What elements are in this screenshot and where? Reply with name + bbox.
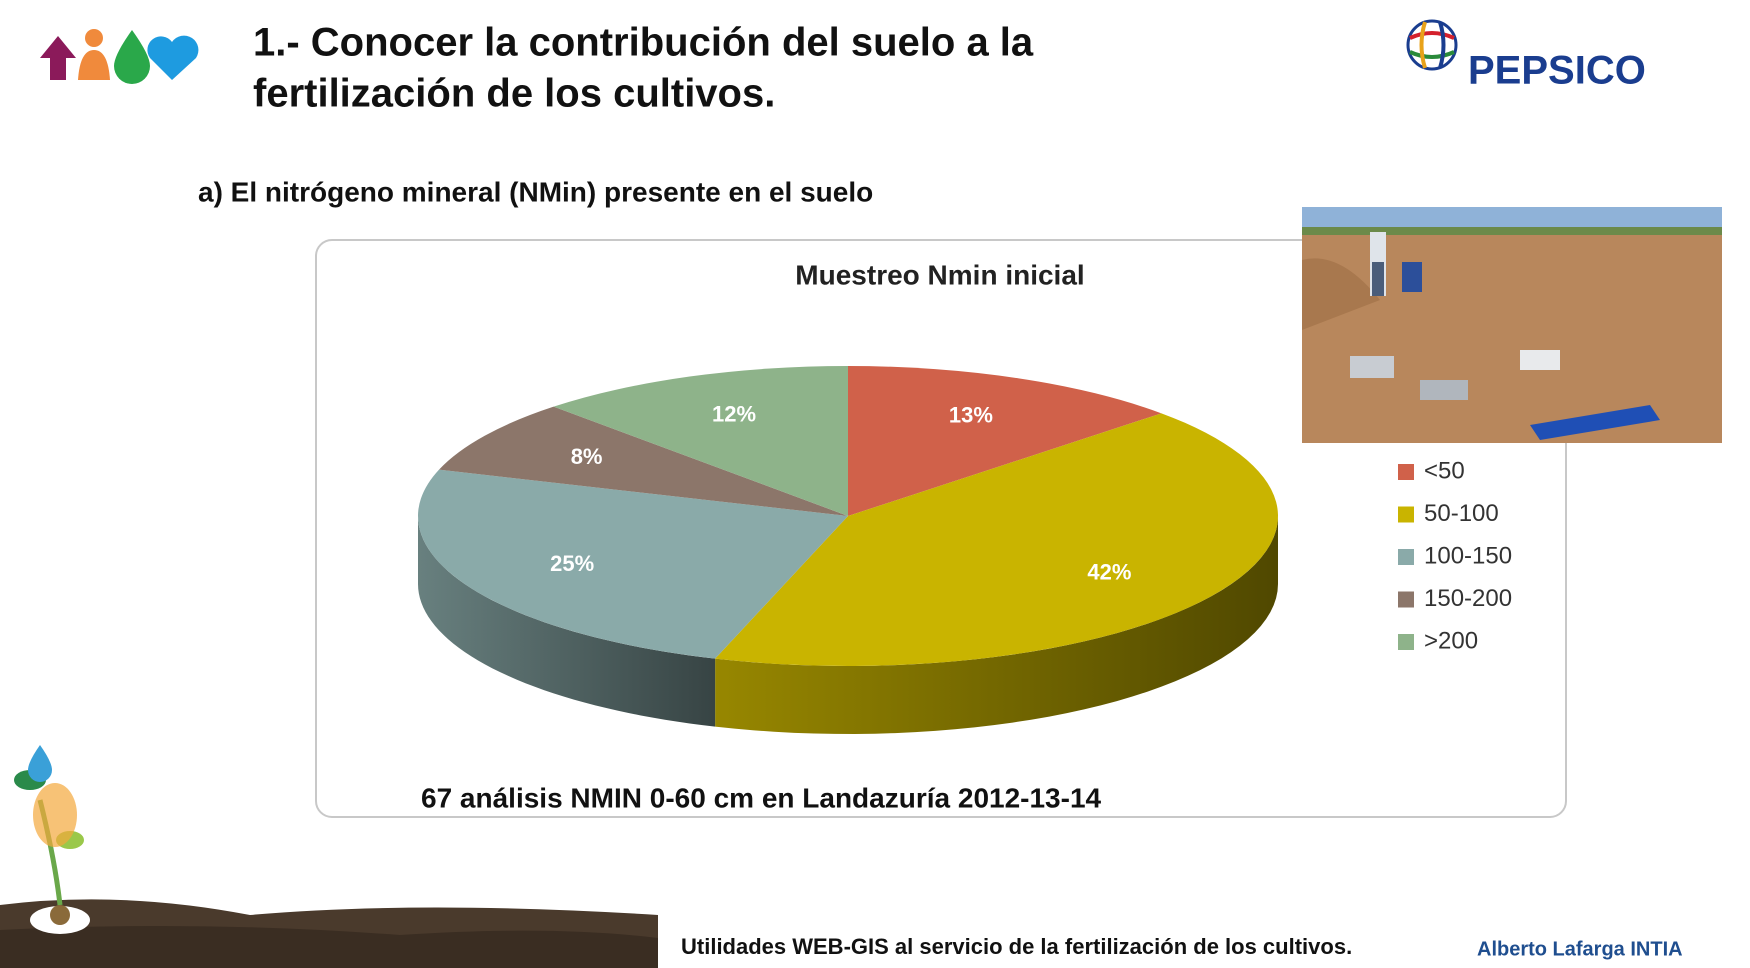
footer-author: Alberto Lafarga INTIA <box>1477 938 1683 960</box>
soil-decoration <box>0 745 658 968</box>
data-label: 8% <box>571 444 603 469</box>
slice <box>715 413 1278 666</box>
legend-swatch <box>1398 506 1414 523</box>
slice <box>418 469 848 659</box>
slice-side <box>715 516 1278 734</box>
title: fertilización de los cultivos. <box>253 72 775 116</box>
legend-label: 150-200 <box>1424 585 1512 612</box>
chart: Muestreo Nmin inicial 13% 42% 25% 8% 12% <50 50… <box>418 259 1512 734</box>
legend-label: >200 <box>1424 627 1478 654</box>
slice-side <box>418 516 716 727</box>
slice <box>439 406 848 516</box>
logo-icons <box>40 29 199 84</box>
slice <box>848 366 1162 516</box>
footer-text: Utilidades WEB-GIS al servicio de la fer… <box>681 934 1352 959</box>
brand-globe <box>1406 19 1458 71</box>
photo <box>1302 207 1722 443</box>
subtitle: a) El nitrógeno mineral (NMin) presente … <box>198 176 873 207</box>
legend-swatch <box>1398 464 1414 480</box>
slice <box>553 366 848 516</box>
legend-label: 50-100 <box>1424 500 1499 527</box>
data-label: 12% <box>712 401 756 426</box>
title: 1.- Conocer la contribución del suelo a … <box>253 21 1034 65</box>
data-label: 42% <box>1087 560 1131 585</box>
legend-swatch <box>1398 549 1414 565</box>
legend-swatch <box>1398 591 1414 608</box>
legend-label: 100-150 <box>1424 542 1512 569</box>
data-label: 25% <box>550 551 594 576</box>
legend-label: <50 <box>1424 457 1465 484</box>
chart-title: Muestreo Nmin inicial <box>795 259 1084 290</box>
data-label: 13% <box>949 403 993 428</box>
legend-swatch <box>1398 634 1414 650</box>
brand: PEPSICO <box>1468 49 1646 93</box>
caption: 67 análisis NMIN 0-60 cm en Landazuría 2… <box>421 782 1102 813</box>
